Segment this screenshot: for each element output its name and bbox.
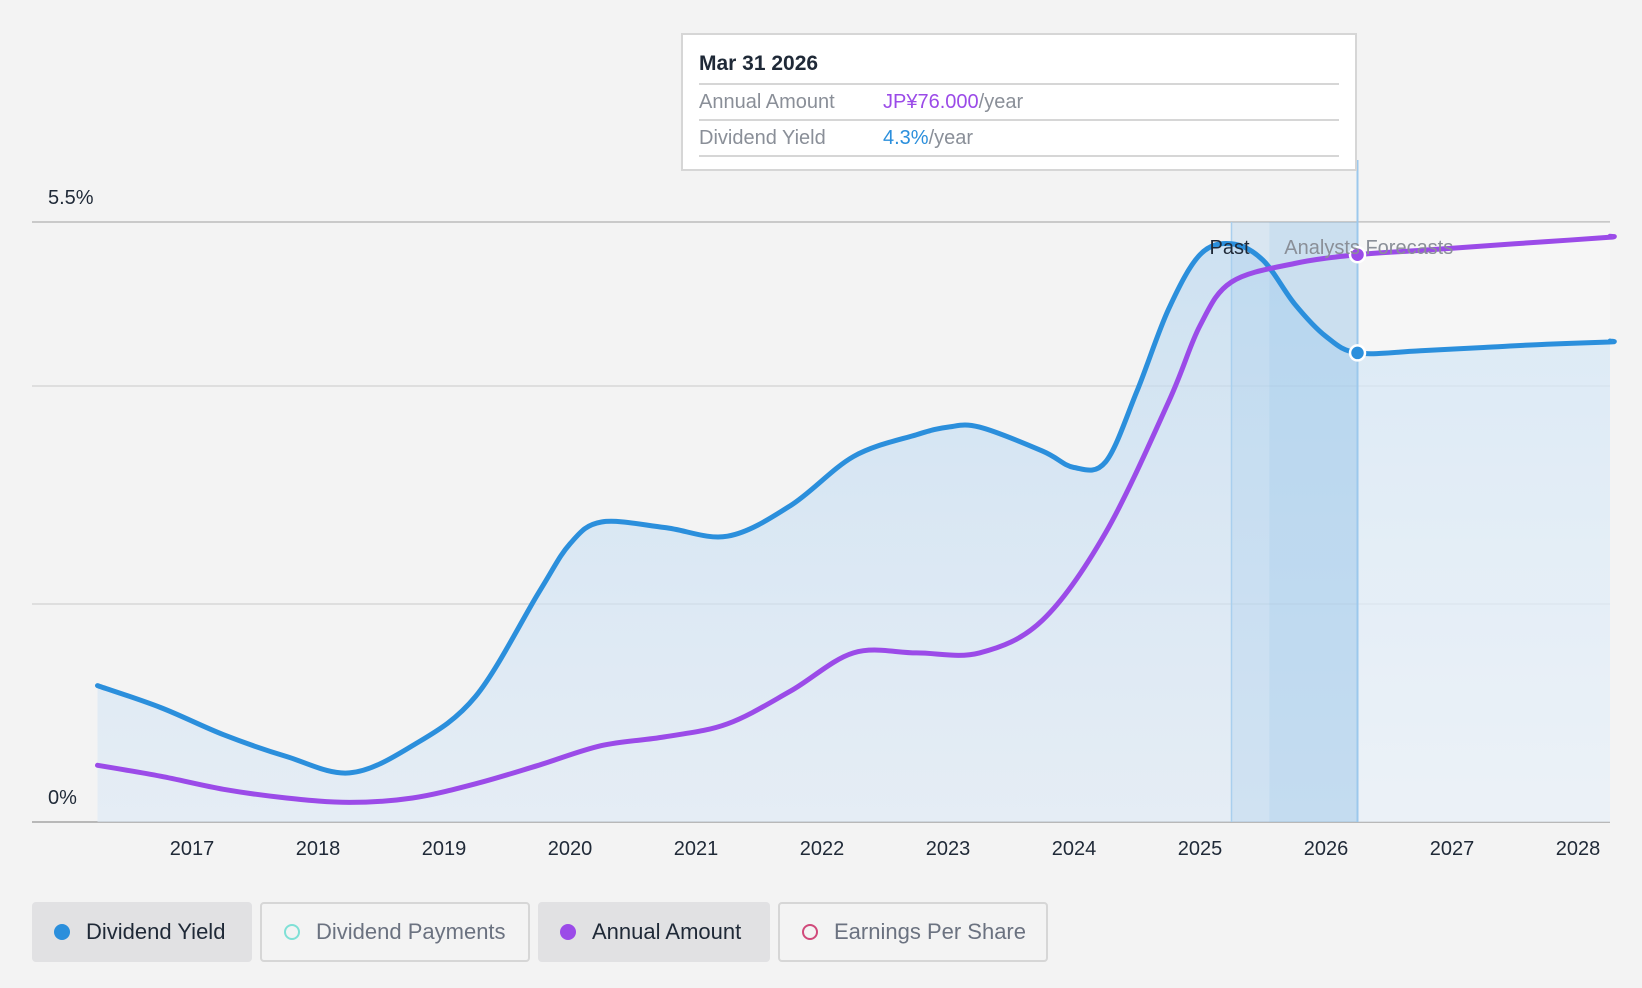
legend-dividend-payments[interactable]: Dividend Payments: [260, 902, 530, 962]
x-tick-label: 2022: [800, 838, 845, 860]
tooltip-annual-value: JP¥76.000: [883, 91, 979, 113]
y-tick-label-zero: 0%: [48, 787, 77, 809]
annual-amount-line: [95, 233, 1617, 805]
dividend-yield-dot-icon: [54, 924, 70, 940]
x-tick-label: 2018: [296, 838, 341, 860]
dividend-yield-area: [97, 243, 1615, 822]
legend-dividend-yield[interactable]: Dividend Yield: [32, 902, 252, 962]
dividend-yield-hover-point[interactable]: [1348, 344, 1367, 362]
forecast-band: [1269, 222, 1358, 822]
dividend-payments-dot-icon: [284, 924, 300, 940]
x-tick-label: 2025: [1178, 838, 1223, 860]
legend-annual-amount[interactable]: Annual Amount: [538, 902, 770, 962]
x-tick-label: 2024: [1052, 838, 1097, 860]
hover-tooltip: Mar 31 2026 Annual Amount JP¥76.000/year …: [681, 33, 1357, 171]
tooltip-annual-unit: /year: [978, 91, 1024, 113]
tooltip-yield-unit: /year: [928, 127, 974, 149]
tooltip-yield-row: Dividend Yield 4.3%/year: [699, 121, 1339, 157]
legend-dividend-yield-label: Dividend Yield: [86, 919, 226, 944]
annual-amount-dot-icon: [560, 924, 576, 940]
annual-amount-hover-point[interactable]: [1348, 245, 1367, 264]
dividend-yield-line: [95, 241, 1617, 776]
tooltip-annual-row: Annual Amount JP¥76.000/year: [699, 85, 1339, 121]
x-tick-label: 2026: [1304, 838, 1349, 860]
x-tick-label: 2021: [674, 838, 719, 860]
tooltip-annual-label: Annual Amount: [699, 91, 835, 113]
x-tick-label: 2028: [1556, 838, 1601, 860]
forecast-label: Analysts Forecasts: [1284, 237, 1453, 259]
earnings-per-share-dot-icon: [802, 924, 818, 940]
legend-annual-amount-label: Annual Amount: [592, 919, 742, 944]
legend-dividend-payments-label: Dividend Payments: [316, 919, 506, 944]
tooltip-yield-value: 4.3%: [883, 127, 929, 149]
tooltip-date: Mar 31 2026: [699, 49, 1339, 85]
tooltip-yield-label: Dividend Yield: [699, 127, 826, 149]
x-tick-label: 2019: [422, 838, 467, 860]
forecast-region: [1357, 222, 1610, 822]
past-label: Past: [1209, 237, 1249, 259]
legend-earnings-per-share[interactable]: Earnings Per Share: [778, 902, 1048, 962]
x-tick-label: 2027: [1430, 838, 1475, 860]
x-tick-label: 2017: [170, 838, 215, 860]
y-tick-label-top: 5.5%: [48, 187, 94, 209]
x-tick-label: 2023: [926, 838, 971, 860]
legend-earnings-per-share-label: Earnings Per Share: [834, 919, 1026, 944]
x-tick-label: 2020: [548, 838, 593, 860]
past-band: [1231, 222, 1270, 822]
